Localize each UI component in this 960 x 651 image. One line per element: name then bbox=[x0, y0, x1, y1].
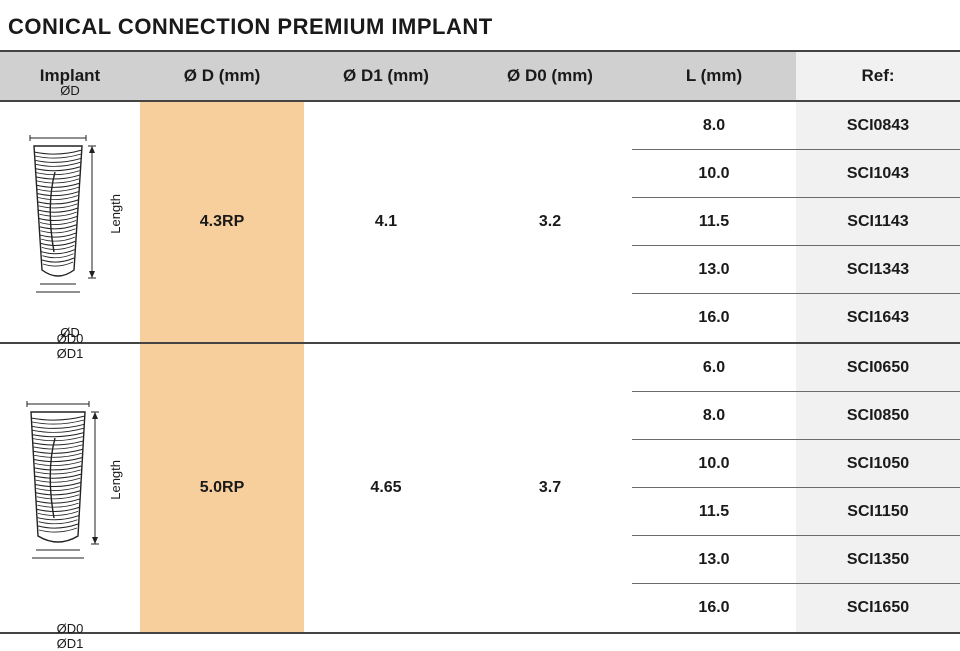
diagram-label-top: ØD bbox=[2, 83, 138, 98]
col-header-ref: Ref: bbox=[796, 51, 960, 101]
cell-ref-group: SCI0843SCI1043SCI1143SCI1343SCI1643 bbox=[796, 101, 960, 343]
cell-d: 5.0RP bbox=[140, 343, 304, 633]
cell-l: 13.0 bbox=[632, 536, 796, 584]
table-group-row: ØD Length ØD0ØD1 5.0RP4.653.76.08.010.01… bbox=[0, 343, 960, 633]
cell-ref: SCI1143 bbox=[796, 198, 960, 246]
col-header-d1: Ø D1 (mm) bbox=[304, 51, 468, 101]
cell-d1: 4.65 bbox=[304, 343, 468, 633]
cell-d0: 3.2 bbox=[468, 101, 632, 343]
diagram-label-length: Length bbox=[108, 460, 123, 500]
cell-l: 16.0 bbox=[632, 294, 796, 342]
cell-l: 16.0 bbox=[632, 584, 796, 632]
page-title: CONICAL CONNECTION PREMIUM IMPLANT bbox=[0, 0, 960, 50]
cell-l: 8.0 bbox=[632, 102, 796, 150]
col-header-d: Ø D (mm) bbox=[140, 51, 304, 101]
implant-table: Implant Ø D (mm) Ø D1 (mm) Ø D0 (mm) L (… bbox=[0, 50, 960, 634]
diagram-label-bottom: ØD0ØD1 bbox=[2, 622, 138, 651]
cell-d: 4.3RP bbox=[140, 101, 304, 343]
col-header-d0: Ø D0 (mm) bbox=[468, 51, 632, 101]
cell-ref: SCI1343 bbox=[796, 246, 960, 294]
cell-ref: SCI1650 bbox=[796, 584, 960, 632]
cell-ref: SCI1050 bbox=[796, 440, 960, 488]
cell-ref: SCI1043 bbox=[796, 150, 960, 198]
table-header-row: Implant Ø D (mm) Ø D1 (mm) Ø D0 (mm) L (… bbox=[0, 51, 960, 101]
cell-ref: SCI0850 bbox=[796, 392, 960, 440]
implant-diagram-svg bbox=[18, 124, 108, 304]
col-header-l: L (mm) bbox=[632, 51, 796, 101]
page: CONICAL CONNECTION PREMIUM IMPLANT Impla… bbox=[0, 0, 960, 634]
cell-l: 11.5 bbox=[632, 488, 796, 536]
cell-l: 10.0 bbox=[632, 150, 796, 198]
cell-ref: SCI1150 bbox=[796, 488, 960, 536]
cell-d0: 3.7 bbox=[468, 343, 632, 633]
cell-ref: SCI0650 bbox=[796, 344, 960, 392]
cell-ref: SCI1643 bbox=[796, 294, 960, 342]
cell-l-group: 8.010.011.513.016.0 bbox=[632, 101, 796, 343]
cell-ref: SCI1350 bbox=[796, 536, 960, 584]
implant-diagram-cell: ØD Length ØD0ØD1 bbox=[0, 101, 140, 343]
cell-ref: SCI0843 bbox=[796, 102, 960, 150]
implant-diagram-cell: ØD Length ØD0ØD1 bbox=[0, 343, 140, 633]
table-group-row: ØD Length ØD0ØD1 4.3RP4.13.28.010.011.51… bbox=[0, 101, 960, 343]
cell-l: 6.0 bbox=[632, 344, 796, 392]
diagram-label-length: Length bbox=[108, 194, 123, 234]
cell-l-group: 6.08.010.011.513.016.0 bbox=[632, 343, 796, 633]
cell-l: 11.5 bbox=[632, 198, 796, 246]
cell-l: 10.0 bbox=[632, 440, 796, 488]
cell-d1: 4.1 bbox=[304, 101, 468, 343]
cell-l: 8.0 bbox=[632, 392, 796, 440]
cell-l: 13.0 bbox=[632, 246, 796, 294]
diagram-label-top: ØD bbox=[2, 325, 138, 340]
implant-diagram-svg bbox=[18, 390, 108, 570]
cell-ref-group: SCI0650SCI0850SCI1050SCI1150SCI1350SCI16… bbox=[796, 343, 960, 633]
